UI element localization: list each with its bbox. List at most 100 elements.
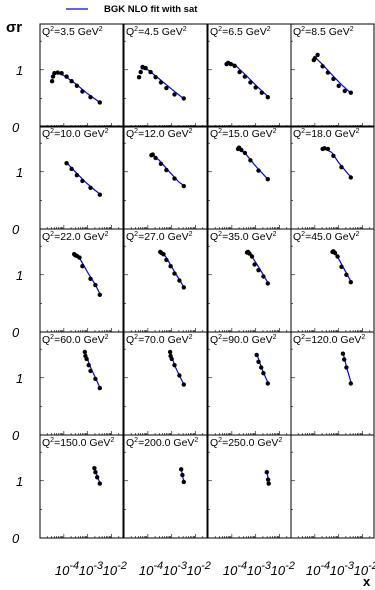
data-point: [320, 64, 325, 69]
label-unit-sup: 2: [361, 334, 365, 341]
label-q-sup: 2: [301, 334, 305, 341]
data-point: [181, 382, 186, 387]
data-point: [82, 349, 88, 355]
data-point: [181, 285, 186, 290]
x-tick-label: 10-2: [187, 560, 211, 578]
data-point: [138, 69, 143, 75]
label-value: =250.0 GeV: [222, 437, 278, 449]
data-point: [265, 281, 270, 286]
data-point: [331, 76, 336, 82]
data-point: [93, 376, 98, 382]
x-tick-labels: 10-4 10-3 10-2 10-4 10-3 10-2 10-4 10-3 10-2 10-4…: [55, 560, 375, 578]
x-tick-base: 10: [330, 563, 345, 578]
data-point: [77, 255, 82, 260]
label-q-sup: 2: [301, 128, 305, 135]
data-point: [179, 467, 184, 472]
label-q: Q: [126, 26, 134, 38]
data-point: [64, 161, 69, 166]
panel-frame: [39, 23, 124, 128]
label-unit-sup: 2: [273, 231, 277, 238]
data-point: [52, 71, 57, 76]
label-q: Q: [210, 26, 218, 38]
label-unit-sup: 2: [105, 231, 109, 238]
data-point: [348, 381, 353, 386]
panel-frame: [290, 228, 375, 333]
x-tick-label: 10-2: [271, 560, 295, 578]
label-unit-sup: 2: [105, 128, 109, 135]
label-unit-sup: 2: [278, 437, 282, 444]
data-point: [261, 371, 266, 376]
label-value: =8.5 GeV: [305, 26, 350, 38]
panel: Q2=4.5 GeV2: [123, 23, 208, 128]
panel-frame: [39, 434, 124, 539]
data-point: [181, 183, 186, 189]
data-point: [339, 165, 344, 170]
data-point: [335, 254, 340, 259]
panel-frame: [123, 125, 208, 230]
x-tick-exponent: -4: [320, 560, 330, 572]
x-tick-exponent: -4: [69, 560, 79, 572]
data-point: [88, 368, 93, 374]
data-point: [265, 177, 270, 182]
data-point: [315, 52, 320, 58]
label-value: =90.0 GeV: [222, 334, 273, 346]
data-point: [259, 365, 264, 370]
data-point: [97, 192, 103, 197]
data-point: [169, 356, 174, 362]
panel: Q2=250.0 GeV2: [207, 434, 292, 539]
panel: Q2=8.5 GeV2: [290, 23, 375, 128]
panel-label: Q2=45.0 GeV2: [293, 231, 360, 243]
panel: Q2=90.0 GeV2: [207, 331, 292, 436]
y-tick-label: 1: [16, 63, 23, 78]
x-tick-base: 10: [354, 563, 369, 578]
x-tick-base: 10: [139, 563, 154, 578]
label-q-sup: 2: [50, 231, 54, 238]
panel: Q2=12.0 GeV2: [123, 125, 208, 230]
data-point: [95, 475, 100, 480]
x-tick-label: 10-2: [103, 560, 127, 578]
label-value: =60.0 GeV: [54, 334, 105, 346]
y-tick-label: 0: [12, 325, 20, 340]
panel-label: Q2=60.0 GeV2: [42, 334, 109, 346]
label-unit-sup: 2: [189, 231, 193, 238]
x-tick-label: 10-4: [306, 560, 330, 578]
x-tick-label: 10-4: [139, 560, 163, 578]
data-point: [93, 470, 98, 475]
label-value: =120.0 GeV: [305, 334, 361, 346]
label-q: Q: [42, 437, 50, 449]
x-tick-exponent: -2: [368, 560, 375, 572]
data-point: [342, 88, 347, 94]
data-point: [237, 69, 242, 75]
data-point: [336, 83, 341, 89]
data-point: [64, 74, 69, 79]
data-point: [158, 161, 164, 166]
label-q-sup: 2: [50, 128, 54, 135]
label-value: =18.0 GeV: [305, 128, 356, 140]
label-unit-sup: 2: [189, 334, 193, 341]
panel-frame: [39, 228, 124, 333]
label-value: =70.0 GeV: [138, 334, 189, 346]
panel-label: Q2=22.0 GeV2: [42, 231, 109, 243]
y-tick-label: 0: [12, 531, 20, 546]
x-tick-exponent: -2: [201, 560, 211, 572]
data-point: [97, 100, 103, 105]
panel: Q2=27.0 GeV2: [123, 228, 208, 333]
label-value: =12.0 GeV: [138, 128, 189, 140]
label-unit-sup: 2: [267, 26, 271, 33]
data-point: [254, 352, 259, 358]
data-point: [168, 264, 173, 269]
data-point: [55, 70, 60, 75]
data-point: [348, 90, 353, 95]
x-tick-exponent: -4: [153, 560, 163, 572]
panel-frame: [207, 23, 292, 128]
panel: Q2=18.0 GeV2: [290, 125, 375, 230]
label-value: =45.0 GeV: [305, 231, 356, 243]
panel-label: Q2=150.0 GeV2: [42, 437, 114, 449]
data-point: [88, 95, 93, 100]
label-q: Q: [293, 26, 301, 38]
data-point: [92, 466, 97, 471]
label-q-sup: 2: [218, 128, 222, 135]
panel-label: Q2=200.0 GeV2: [126, 437, 198, 449]
data-point: [80, 89, 85, 94]
data-point: [239, 147, 244, 153]
